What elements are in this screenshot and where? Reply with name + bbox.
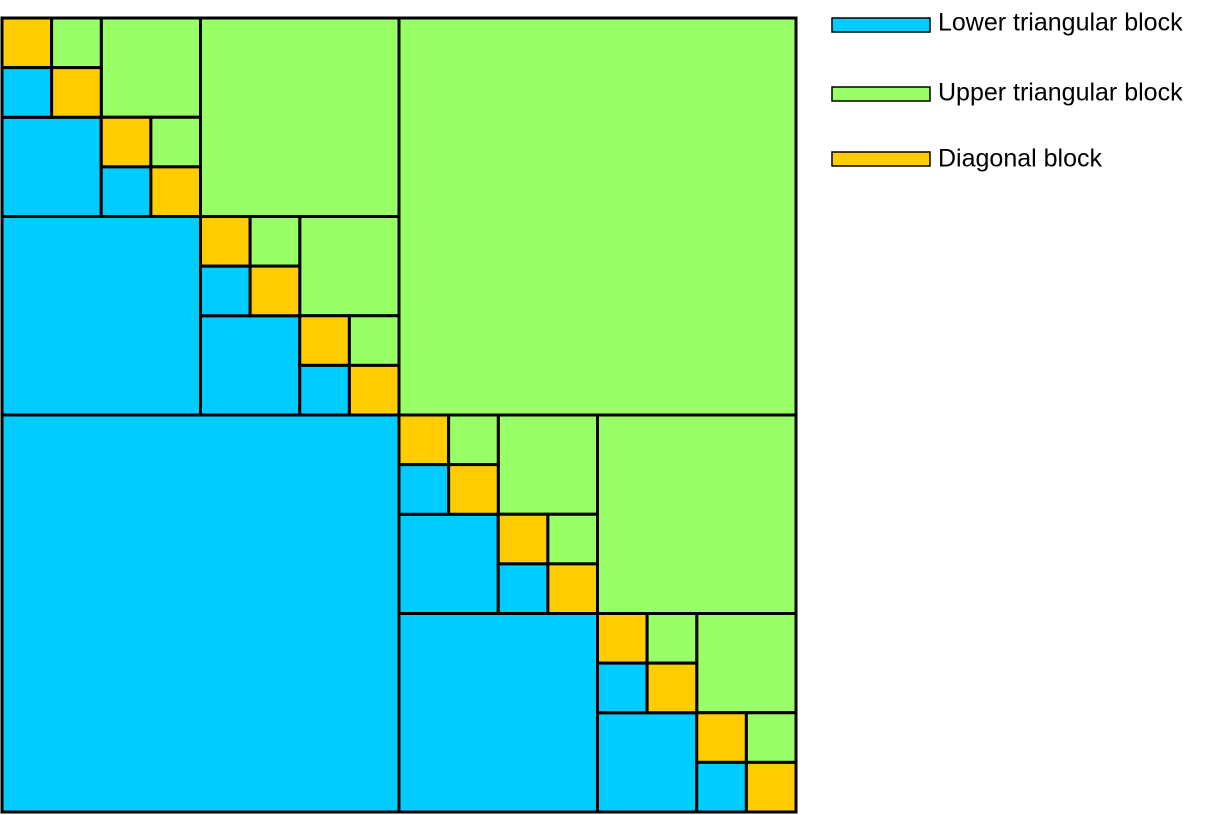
upper-block: [546, 512, 599, 566]
legend-label-diagonal: Diagonal block: [938, 145, 1102, 173]
upper-block: [496, 413, 599, 516]
lower-block: [496, 562, 550, 615]
legend-swatch-lower: [831, 17, 931, 33]
lower-block: [0, 115, 103, 218]
lower-block: [199, 314, 302, 417]
lower-block: [0, 215, 202, 417]
lower-block: [397, 512, 500, 615]
diagonal-block: [50, 66, 103, 119]
diagonal-block: [645, 661, 699, 715]
upper-block: [50, 16, 103, 70]
diagonal-block: [596, 612, 649, 665]
upper-block: [199, 16, 401, 218]
upper-block: [149, 115, 202, 169]
diagonal-block: [695, 711, 748, 764]
upper-block: [298, 215, 401, 318]
diagonal-block: [447, 463, 500, 516]
diagonal-block: [199, 215, 252, 268]
lower-block: [397, 612, 599, 814]
diagonal-block: [0, 16, 54, 70]
block-matrix: [0, 16, 798, 814]
diagonal-block: [496, 512, 550, 566]
legend-swatch-diagonal: [831, 151, 931, 167]
diagonal-block: [248, 264, 302, 318]
diagonal-block: [149, 165, 202, 218]
diagonal-block: [744, 760, 798, 814]
legend: Lower triangular block Upper triangular …: [831, 9, 1183, 173]
upper-block: [645, 612, 699, 665]
upper-block: [447, 413, 500, 467]
diagonal-block: [99, 115, 153, 169]
lower-block: [99, 165, 153, 218]
legend-label-upper: Upper triangular block: [938, 79, 1183, 107]
diagonal-block: [397, 413, 451, 467]
diagonal-block: [347, 363, 401, 417]
lower-block: [695, 760, 748, 814]
upper-block: [744, 711, 798, 764]
lower-block: [0, 66, 54, 119]
lower-block: [596, 711, 699, 814]
upper-block: [397, 16, 798, 417]
legend-swatch-upper: [831, 86, 931, 102]
diagonal-block: [546, 562, 599, 615]
legend-label-lower: Lower triangular block: [938, 9, 1183, 37]
lower-block: [298, 363, 351, 417]
lower-block: [199, 264, 252, 318]
upper-block: [248, 215, 302, 268]
upper-block: [596, 413, 798, 615]
upper-block: [99, 16, 202, 119]
upper-block: [695, 612, 798, 715]
lower-block: [0, 413, 401, 814]
lower-block: [596, 661, 649, 715]
diagonal-block: [298, 314, 351, 367]
lower-block: [397, 463, 451, 516]
upper-block: [347, 314, 401, 367]
